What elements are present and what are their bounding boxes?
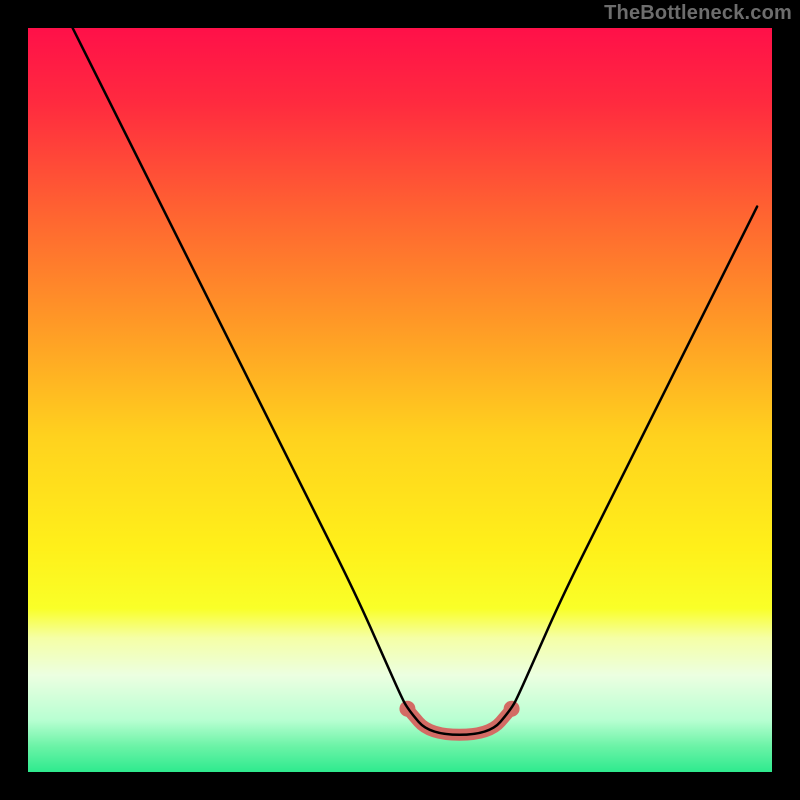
chart-stage: TheBottleneck.com	[0, 0, 800, 800]
bottleneck-curve-plot	[0, 0, 800, 800]
